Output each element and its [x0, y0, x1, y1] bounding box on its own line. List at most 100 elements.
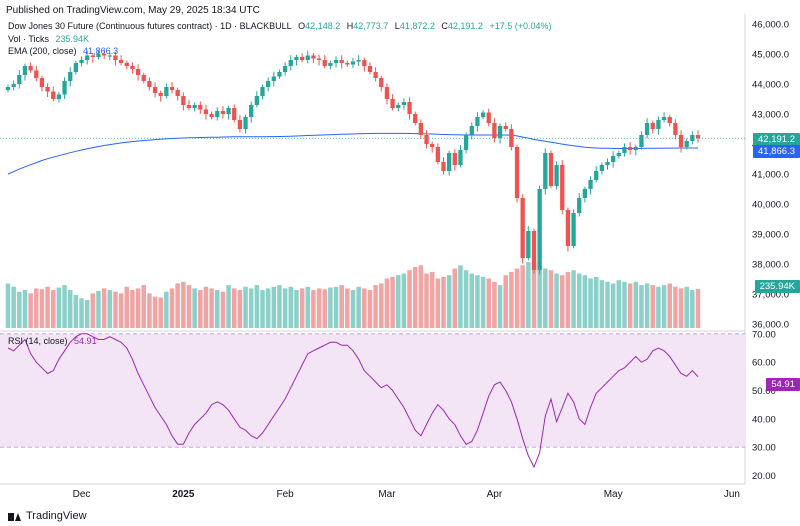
volume-bar	[96, 290, 101, 328]
candle-body	[446, 153, 452, 171]
candle-body	[627, 147, 633, 150]
volume-bar	[576, 273, 582, 328]
candle-body	[418, 123, 424, 135]
candle-body	[266, 81, 271, 87]
candle-body	[531, 231, 537, 270]
candle-body	[28, 66, 33, 71]
rsi-axis-tick-label: 30.00	[752, 443, 776, 454]
candle-body	[678, 135, 684, 147]
candle-body	[367, 66, 373, 72]
volume-bar	[175, 283, 180, 328]
volume-bar	[107, 290, 113, 328]
last-price-tag: 42,191.2	[753, 133, 800, 146]
open-value: 42,148.2	[305, 21, 341, 31]
volume-bar	[350, 290, 356, 328]
candle-body	[45, 87, 50, 92]
candle-body	[260, 87, 265, 96]
volume-bar	[237, 290, 243, 328]
volume-bar	[395, 275, 401, 328]
candle-body	[316, 58, 322, 60]
price-axis-tick-label: 37,000.0	[752, 290, 789, 301]
volume-bar	[152, 296, 158, 328]
price-axis-tick-label: 41,000.0	[752, 170, 789, 181]
volume-bar	[633, 281, 639, 328]
volume-bar	[322, 289, 327, 328]
volume-bar	[288, 286, 294, 328]
candle-body	[56, 94, 62, 99]
candle-body	[492, 123, 497, 138]
volume-bar	[610, 283, 616, 328]
candle-body	[537, 189, 542, 270]
candle-body	[430, 144, 435, 147]
volume-bar	[622, 281, 627, 328]
candle-body	[294, 57, 299, 60]
candle-body	[158, 93, 163, 96]
candle-body	[39, 78, 45, 87]
volume-bar	[537, 262, 542, 328]
volume-bar	[34, 288, 39, 328]
volume-bar	[429, 271, 435, 328]
volume-bar	[373, 285, 378, 328]
candle-body	[480, 112, 486, 117]
close-value: 42,191.2	[447, 21, 483, 31]
volume-bar	[79, 298, 84, 328]
volume-bar	[73, 295, 79, 328]
volume-bar	[452, 268, 458, 328]
volume-bar	[627, 283, 633, 328]
volume-bar	[198, 290, 203, 328]
volume-bar	[469, 273, 475, 328]
candle-body	[514, 147, 520, 198]
candle-body	[639, 135, 644, 147]
candle-body	[458, 150, 463, 165]
candle-body	[147, 81, 152, 87]
price-axis-tick-label: 38,000.0	[752, 260, 789, 271]
candle-body	[548, 153, 554, 186]
volume-bar	[294, 290, 299, 328]
ema-line	[7, 132, 698, 175]
candle-body	[599, 165, 605, 171]
candle-body	[203, 109, 209, 114]
volume-value: 235.94K	[55, 34, 90, 44]
volume-label: Vol · Ticks	[8, 34, 50, 44]
volume-bar	[50, 290, 56, 328]
volume-bar	[265, 288, 271, 328]
candle-body	[656, 120, 661, 129]
rsi-label: RSI (14, close)	[8, 336, 68, 346]
candle-body	[186, 105, 192, 108]
symbol-title: Dow Jones 30 Future (Continuous futures …	[8, 21, 292, 31]
volume-bar	[480, 276, 486, 328]
volume-bar	[118, 293, 124, 328]
volume-bar	[509, 271, 514, 328]
volume-legend: Vol · Ticks 235.94K	[8, 34, 93, 44]
ema-legend: EMA (200, close) 41,866.3	[8, 46, 122, 56]
candle-body	[118, 60, 124, 63]
volume-bar	[158, 297, 163, 328]
volume-bar	[514, 268, 520, 328]
candle-body	[565, 210, 571, 246]
candle-body	[554, 165, 559, 186]
volume-bar	[203, 286, 209, 328]
candle-body	[73, 63, 79, 72]
volume-bar	[209, 288, 214, 328]
candle-body	[588, 180, 593, 189]
volume-bar	[356, 286, 361, 328]
candle-body	[17, 75, 22, 84]
ema-price-tag: 41,866.3	[753, 145, 800, 158]
time-axis-tick-label: May	[604, 489, 623, 500]
volume-bar	[379, 283, 384, 328]
volume-bar	[311, 290, 316, 328]
volume-bar	[503, 275, 508, 328]
candle-body	[11, 84, 16, 87]
candle-body	[277, 72, 282, 77]
candle-body	[616, 153, 621, 156]
symbol-legend: Dow Jones 30 Future (Continuous futures …	[8, 21, 555, 31]
candle-body	[164, 87, 169, 96]
candle-body	[390, 99, 395, 108]
volume-bar	[260, 290, 265, 328]
candle-body	[198, 105, 203, 110]
candle-body	[633, 147, 638, 150]
price-axis-tick-label: 36,000.0	[752, 320, 789, 331]
candle-body	[345, 63, 350, 65]
volume-bar	[220, 291, 226, 328]
brand-name: TradingView	[26, 510, 87, 522]
